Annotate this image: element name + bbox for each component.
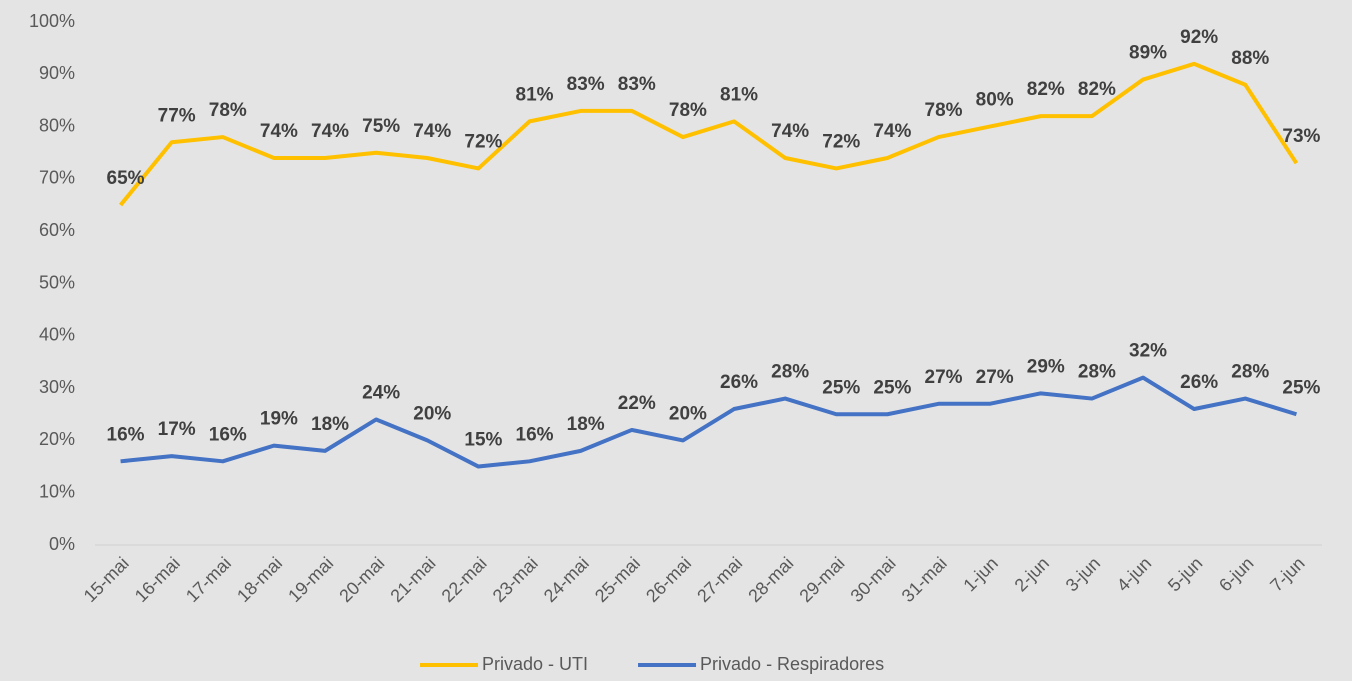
legend-label: Privado - Respiradores	[700, 654, 884, 674]
data-label: 24%	[362, 382, 400, 403]
data-label: 78%	[209, 100, 247, 121]
y-tick-label: 80%	[39, 115, 75, 135]
data-label: 74%	[413, 121, 451, 142]
data-label: 88%	[1231, 48, 1269, 69]
data-label: 26%	[1180, 372, 1218, 393]
data-label: 83%	[618, 74, 656, 95]
data-label: 25%	[873, 377, 911, 398]
y-tick-label: 20%	[39, 429, 75, 449]
data-label: 27%	[976, 367, 1014, 388]
data-label: 29%	[1027, 356, 1065, 377]
legend-label: Privado - UTI	[482, 654, 588, 674]
y-tick-label: 40%	[39, 325, 75, 345]
y-tick-label: 10%	[39, 481, 75, 501]
data-label: 81%	[720, 84, 758, 105]
line-series	[119, 61, 1299, 207]
y-tick-label: 90%	[39, 63, 75, 83]
data-label: 78%	[669, 100, 707, 121]
data-label: 83%	[567, 74, 605, 95]
data-label: 89%	[1129, 43, 1167, 64]
data-label: 20%	[669, 403, 707, 424]
data-label: 26%	[720, 372, 758, 393]
data-label: 82%	[1027, 79, 1065, 100]
data-label: 28%	[1078, 362, 1116, 383]
data-label: 28%	[771, 362, 809, 383]
data-label: 16%	[516, 424, 554, 445]
data-label: 32%	[1129, 341, 1167, 362]
data-label: 18%	[311, 414, 349, 435]
data-label: 82%	[1078, 79, 1116, 100]
data-label: 72%	[464, 131, 502, 152]
data-label: 25%	[822, 377, 860, 398]
data-label: 78%	[925, 100, 963, 121]
y-tick-label: 0%	[49, 534, 75, 554]
data-label: 18%	[567, 414, 605, 435]
y-tick-label: 30%	[39, 377, 75, 397]
data-label: 65%	[107, 168, 145, 189]
data-label: 74%	[873, 121, 911, 142]
data-label: 77%	[158, 105, 196, 126]
data-label: 72%	[822, 131, 860, 152]
data-label: 20%	[413, 403, 451, 424]
data-label: 73%	[1282, 126, 1320, 147]
y-tick-label: 100%	[29, 11, 75, 31]
data-label: 75%	[362, 116, 400, 137]
data-label: 80%	[976, 90, 1014, 111]
data-label: 17%	[158, 419, 196, 440]
data-label: 74%	[771, 121, 809, 142]
data-label: 25%	[1282, 377, 1320, 398]
data-label: 22%	[618, 393, 656, 414]
data-label: 16%	[209, 424, 247, 445]
y-tick-label: 50%	[39, 272, 75, 292]
line-series	[120, 375, 1298, 469]
y-tick-label: 60%	[39, 220, 75, 240]
y-tick-label: 70%	[39, 168, 75, 188]
data-label: 81%	[516, 84, 554, 105]
data-label: 16%	[107, 424, 145, 445]
data-label: 74%	[311, 121, 349, 142]
data-label: 92%	[1180, 27, 1218, 48]
data-label: 74%	[260, 121, 298, 142]
data-label: 15%	[464, 430, 502, 451]
data-label: 19%	[260, 409, 298, 430]
data-label: 28%	[1231, 362, 1269, 383]
data-label: 27%	[925, 367, 963, 388]
